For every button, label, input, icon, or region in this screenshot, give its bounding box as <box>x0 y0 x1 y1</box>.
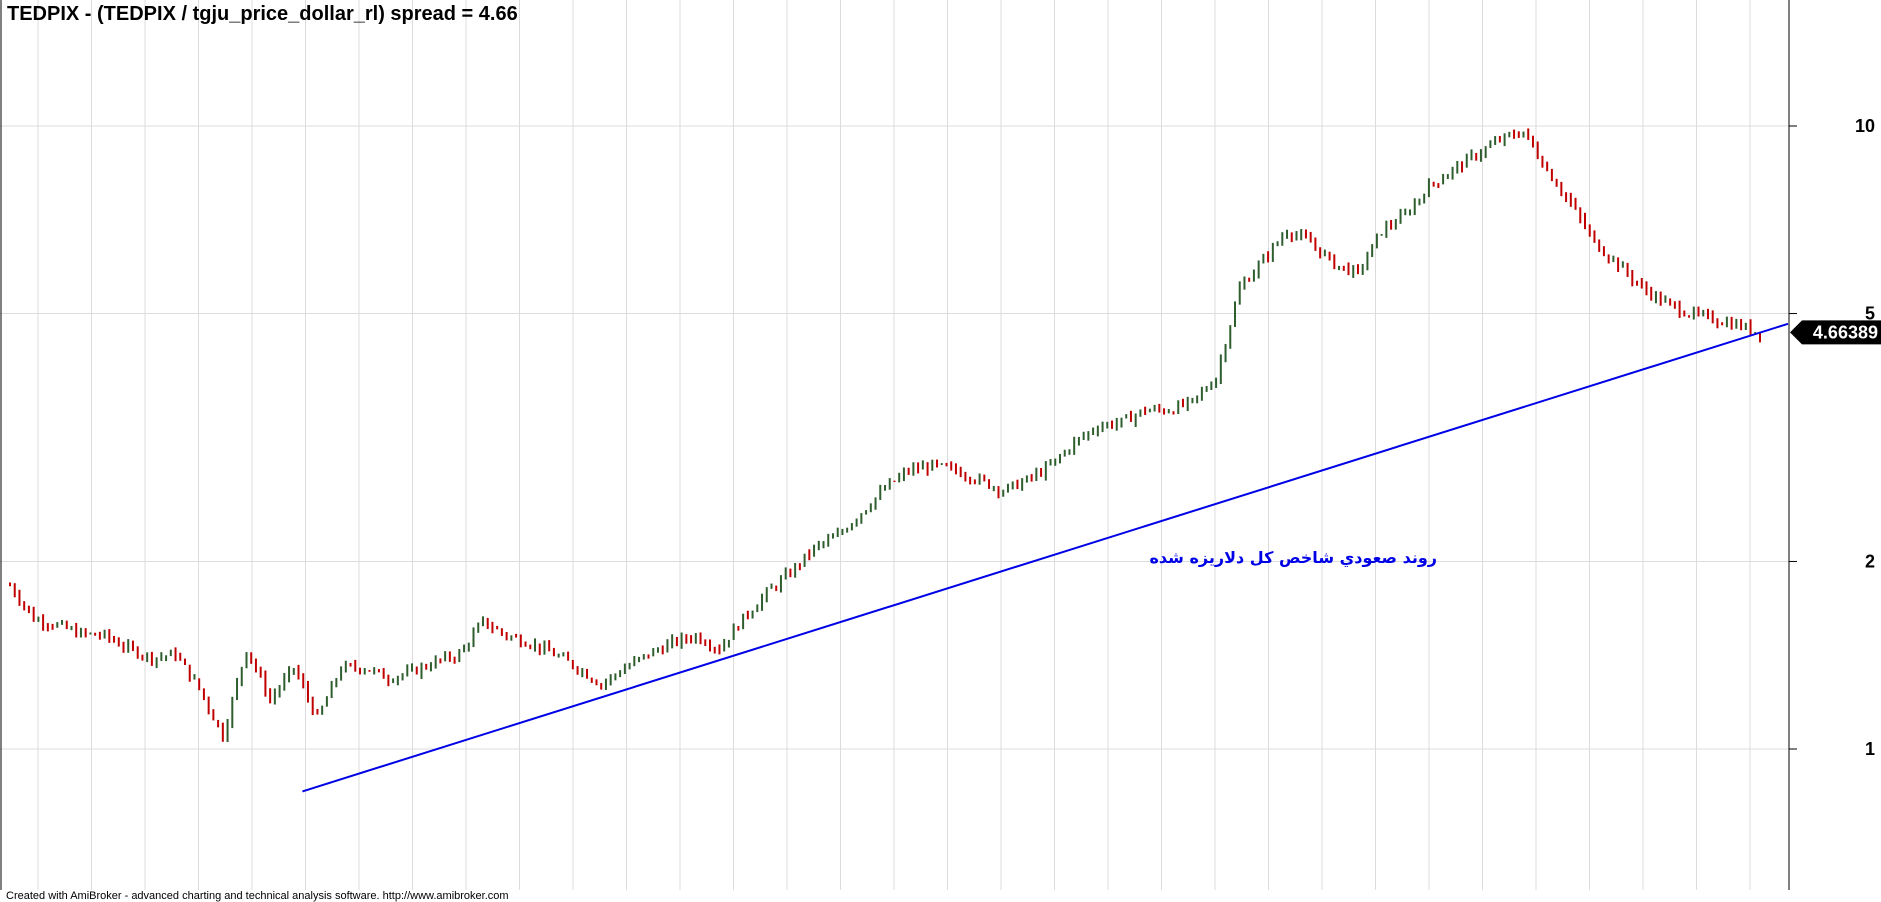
vertical-gridlines <box>37 0 1751 890</box>
price-bars <box>9 128 1761 742</box>
y-axis-ticks: 1 2 5 10 <box>1789 116 1875 759</box>
trend-annotation: روند صعودي شاخص كل دلاريزه شده <box>1149 548 1437 568</box>
y-tick-label: 1 <box>1865 739 1875 759</box>
last-value-badge-bg <box>1790 320 1881 345</box>
last-value-badge: 4.66389 <box>1790 320 1881 345</box>
trendline <box>302 322 1789 793</box>
horizontal-gridlines <box>0 125 1789 750</box>
y-tick-label: 2 <box>1865 551 1875 571</box>
y-tick-label: 10 <box>1855 116 1875 136</box>
footer-credit: Created with AmiBroker - advanced charti… <box>6 890 509 902</box>
last-value-label: 4.66389 <box>1813 322 1878 342</box>
y-tick-label: 5 <box>1865 304 1875 324</box>
chart-title: TEDPIX - (TEDPIX / tgju_price_dollar_rl)… <box>7 3 518 25</box>
